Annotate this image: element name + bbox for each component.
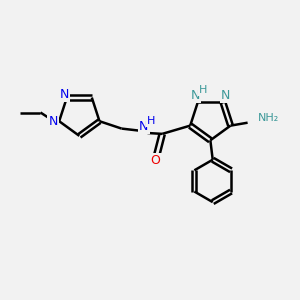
- Text: N: N: [60, 88, 69, 101]
- Text: N: N: [49, 115, 58, 128]
- Text: N: N: [221, 89, 230, 102]
- Text: H: H: [199, 85, 207, 94]
- Text: N: N: [139, 120, 148, 133]
- Text: O: O: [151, 154, 160, 167]
- Text: NH₂: NH₂: [258, 113, 279, 123]
- Text: N: N: [191, 89, 200, 102]
- Text: H: H: [147, 116, 155, 126]
